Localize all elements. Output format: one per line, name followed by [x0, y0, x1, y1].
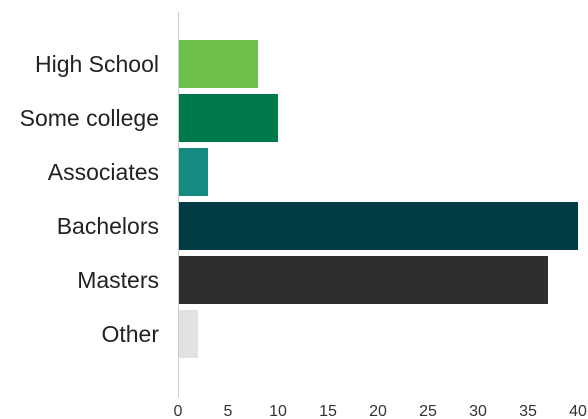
- category-label-some-college: Some college: [20, 105, 159, 131]
- category-label-associates: Associates: [48, 159, 159, 185]
- x-tick-label: 40: [569, 403, 587, 419]
- bar-masters: [178, 256, 548, 304]
- bar-high-school: [178, 40, 258, 88]
- category-label-other: Other: [101, 321, 159, 347]
- bars-group: [178, 40, 578, 358]
- x-tick-label: 30: [469, 403, 487, 419]
- bar-some-college: [178, 94, 278, 142]
- x-tick-label: 5: [224, 403, 233, 419]
- bar-associates: [178, 148, 208, 196]
- bar-bachelors: [178, 202, 578, 250]
- x-tick-labels: 0 5 10 15 20 25 30 35 40: [174, 403, 587, 419]
- category-label-bachelors: Bachelors: [57, 213, 159, 239]
- category-label-masters: Masters: [77, 267, 159, 293]
- x-tick-label: 25: [419, 403, 437, 419]
- x-tick-label: 0: [174, 403, 183, 419]
- x-tick-label: 20: [369, 403, 387, 419]
- category-labels: High School Some college Associates Bachelo…: [20, 51, 160, 347]
- x-tick-label: 10: [269, 403, 287, 419]
- bar-other: [178, 310, 198, 358]
- category-label-high-school: High School: [35, 51, 159, 77]
- x-tick-label: 15: [319, 403, 337, 419]
- x-tick-label: 35: [519, 403, 537, 419]
